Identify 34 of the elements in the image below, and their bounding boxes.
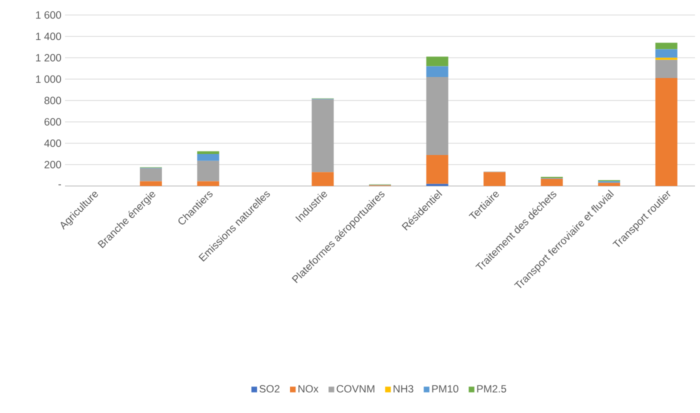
- bar: [426, 66, 448, 77]
- y-tick-label: 200: [44, 160, 62, 168]
- legend-label: NH3: [394, 385, 414, 393]
- bar: [312, 172, 334, 186]
- bar: [655, 42, 678, 50]
- legend-label: PM10: [432, 385, 458, 393]
- bar: [197, 154, 220, 161]
- bar: [312, 99, 334, 172]
- legend-label: NOx: [298, 385, 318, 393]
- y-tick-label: 400: [44, 140, 62, 147]
- bar: [140, 168, 162, 182]
- bar: [655, 49, 678, 58]
- y-tick-label: 1 600: [36, 11, 62, 19]
- y-tick-label: -: [58, 184, 62, 186]
- bar: [484, 172, 506, 186]
- bar: [655, 60, 678, 78]
- bar: [197, 151, 220, 154]
- bar: [655, 78, 678, 186]
- bar: [197, 160, 220, 182]
- bar: [540, 179, 563, 186]
- y-tick-label: 1 400: [36, 32, 62, 40]
- bar: [426, 56, 448, 66]
- bar: [426, 76, 448, 156]
- y-tick-label: 1 000: [36, 75, 62, 83]
- y-tick-label: 1 200: [36, 54, 62, 62]
- y-tick-label: 600: [44, 118, 62, 126]
- legend-label: PM2.5: [477, 385, 506, 393]
- legend-label: COVNM: [336, 385, 374, 393]
- bar: [140, 181, 162, 186]
- bar: [426, 155, 448, 184]
- bar: [598, 182, 620, 186]
- bar: [197, 181, 220, 186]
- y-tick-label: 800: [44, 96, 62, 104]
- legend-label: SO2: [260, 385, 280, 393]
